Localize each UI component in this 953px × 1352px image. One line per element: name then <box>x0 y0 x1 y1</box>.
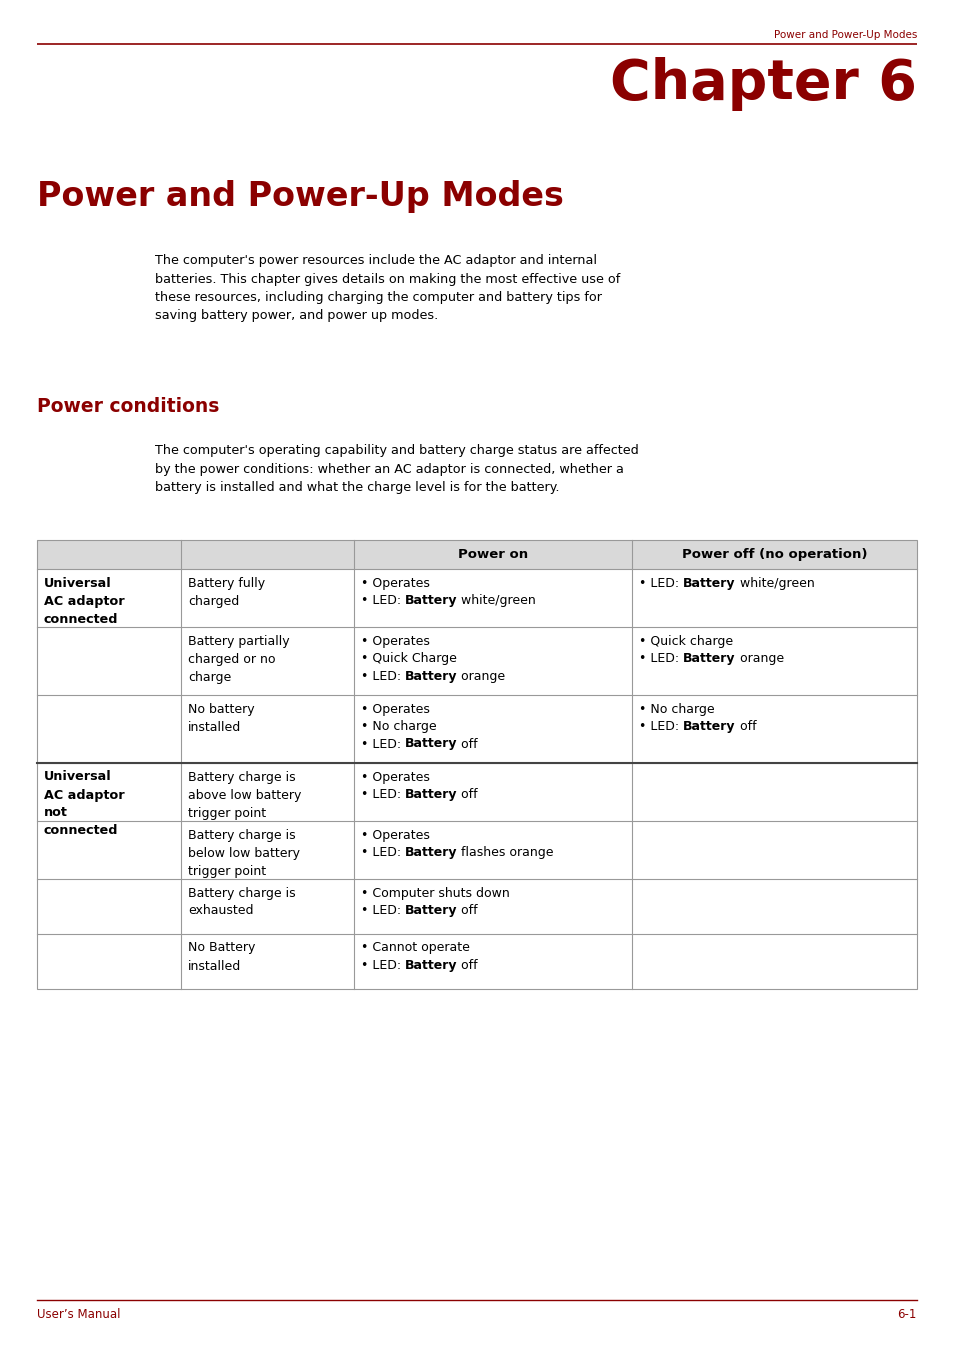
Text: • No charge: • No charge <box>639 703 714 715</box>
Text: Battery charge is
below low battery
trigger point: Battery charge is below low battery trig… <box>188 829 300 877</box>
Text: Battery partially
charged or no
charge: Battery partially charged or no charge <box>188 634 290 684</box>
Text: Power and Power-Up Modes: Power and Power-Up Modes <box>37 180 563 214</box>
Text: Battery: Battery <box>404 788 456 800</box>
Text: No Battery
installed: No Battery installed <box>188 941 255 972</box>
Text: • No charge: • No charge <box>360 721 436 733</box>
Text: Battery: Battery <box>404 669 456 683</box>
Text: • LED:: • LED: <box>360 669 404 683</box>
Text: Power off (no operation): Power off (no operation) <box>681 548 866 561</box>
Text: Battery: Battery <box>404 904 456 917</box>
Text: Power conditions: Power conditions <box>37 397 219 416</box>
Bar <box>37 539 916 568</box>
Text: Power and Power-Up Modes: Power and Power-Up Modes <box>773 30 916 41</box>
Text: • LED:: • LED: <box>639 652 682 665</box>
Text: • LED:: • LED: <box>360 959 404 972</box>
Text: • Operates: • Operates <box>360 703 429 715</box>
Text: Battery: Battery <box>404 959 456 972</box>
Text: off: off <box>456 959 477 972</box>
Text: • LED:: • LED: <box>360 846 404 859</box>
Text: • Cannot operate: • Cannot operate <box>360 941 469 955</box>
Text: • LED:: • LED: <box>360 594 404 607</box>
Text: Battery: Battery <box>404 846 456 859</box>
Text: Battery charge is
above low battery
trigger point: Battery charge is above low battery trig… <box>188 771 301 819</box>
Text: Power on: Power on <box>457 548 527 561</box>
Text: Battery: Battery <box>404 594 456 607</box>
Text: • Operates: • Operates <box>360 576 429 589</box>
Text: • LED:: • LED: <box>360 788 404 800</box>
Text: • LED:: • LED: <box>360 737 404 750</box>
Text: The computer's operating capability and battery charge status are affected
by th: The computer's operating capability and … <box>154 443 639 493</box>
Text: No battery
installed: No battery installed <box>188 703 254 734</box>
Text: off: off <box>735 721 756 733</box>
Text: Battery: Battery <box>682 576 735 589</box>
Text: • LED:: • LED: <box>639 576 682 589</box>
Text: flashes orange: flashes orange <box>456 846 554 859</box>
Text: The computer's power resources include the AC adaptor and internal
batteries. Th: The computer's power resources include t… <box>154 254 619 323</box>
Text: • Operates: • Operates <box>360 634 429 648</box>
Text: • Computer shuts down: • Computer shuts down <box>360 887 509 899</box>
Text: Chapter 6: Chapter 6 <box>609 57 916 111</box>
Text: orange: orange <box>735 652 782 665</box>
Text: User’s Manual: User’s Manual <box>37 1307 120 1321</box>
Text: • LED:: • LED: <box>360 904 404 917</box>
Text: Universal
AC adaptor
connected: Universal AC adaptor connected <box>44 576 125 626</box>
Text: Battery: Battery <box>404 737 456 750</box>
Text: orange: orange <box>456 669 505 683</box>
Text: • LED:: • LED: <box>639 721 682 733</box>
Text: white/green: white/green <box>456 594 536 607</box>
Text: white/green: white/green <box>735 576 814 589</box>
Text: • Quick charge: • Quick charge <box>639 634 732 648</box>
Bar <box>37 539 916 988</box>
Text: • Operates: • Operates <box>360 771 429 784</box>
Text: • Quick Charge: • Quick Charge <box>360 652 456 665</box>
Text: off: off <box>456 904 477 917</box>
Text: 6-1: 6-1 <box>897 1307 916 1321</box>
Text: Battery charge is
exhausted: Battery charge is exhausted <box>188 887 295 918</box>
Text: Battery: Battery <box>682 652 735 665</box>
Text: • Operates: • Operates <box>360 829 429 841</box>
Text: off: off <box>456 737 477 750</box>
Text: Battery: Battery <box>682 721 735 733</box>
Text: off: off <box>456 788 477 800</box>
Text: Battery fully
charged: Battery fully charged <box>188 576 265 607</box>
Text: Universal
AC adaptor
not
connected: Universal AC adaptor not connected <box>44 771 125 837</box>
